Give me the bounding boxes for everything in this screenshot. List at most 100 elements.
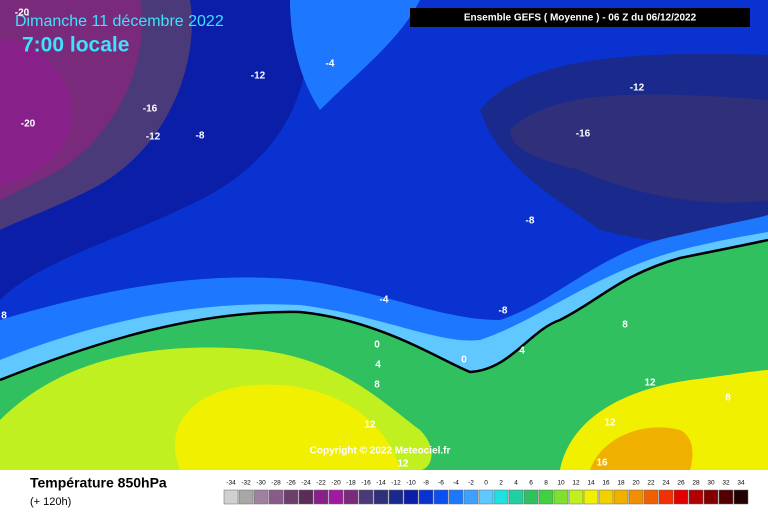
- legend-swatch: [493, 489, 509, 505]
- legend-tick-label: 12: [572, 480, 580, 487]
- legend-swatch: [418, 489, 434, 505]
- model-box: [410, 8, 750, 27]
- contour-label: 4: [519, 346, 525, 357]
- contour-label: 12: [364, 420, 376, 431]
- legend-swatch: [253, 489, 269, 505]
- legend-swatch: [628, 489, 644, 505]
- contour-label: -4: [380, 295, 389, 306]
- legend-tick-label: 32: [722, 480, 730, 487]
- legend-tick-label: -8: [423, 480, 429, 487]
- model-info: Ensemble GEFS ( Moyenne ) - 06 Z du 06/1…: [464, 13, 697, 24]
- legend-swatch: [673, 489, 689, 505]
- legend-tick-label: -18: [346, 480, 356, 487]
- legend-swatch: [598, 489, 614, 505]
- legend-swatch: [718, 489, 734, 505]
- warm-zone: [174, 384, 400, 470]
- legend-tick-label: -34: [226, 480, 236, 487]
- contour-label: -12: [251, 71, 266, 82]
- date: Dimanche 11 décembre 2022: [15, 13, 224, 30]
- legend-tick-label: 18: [617, 480, 625, 487]
- legend-tick-label: -30: [256, 480, 266, 487]
- contour-label: -4: [326, 59, 335, 70]
- map: Ensemble GEFS ( Moyenne ) - 06 Z du 06/1…: [0, 0, 768, 470]
- contour-label: 8: [622, 320, 628, 331]
- legend-swatch: [523, 489, 539, 505]
- legend-tick-label: 16: [602, 480, 610, 487]
- contour-label: 12: [604, 418, 616, 429]
- legend-swatch: [298, 489, 314, 505]
- legend-swatch: [658, 489, 674, 505]
- legend-tick-label: -6: [438, 480, 444, 487]
- legend-swatch: [433, 489, 449, 505]
- contour-label: -16: [143, 104, 158, 115]
- contour-label: 12: [644, 378, 656, 389]
- legend-swatch: [373, 489, 389, 505]
- contour-label: 8: [725, 393, 731, 404]
- contour-label: 8: [374, 380, 380, 391]
- legend-tick-label: -4: [453, 480, 459, 487]
- legend-swatch: [538, 489, 554, 505]
- contour-label: -8: [499, 306, 508, 317]
- legend-tick-label: -2: [468, 480, 474, 487]
- legend-swatch: [223, 489, 239, 505]
- legend-swatch: [583, 489, 599, 505]
- legend-tick-label: -26: [286, 480, 296, 487]
- legend-swatch: [343, 489, 359, 505]
- legend-tick-label: 24: [662, 480, 670, 487]
- contour-label: -12: [146, 132, 161, 143]
- legend-tick-label: -16: [361, 480, 371, 487]
- legend-swatch: [463, 489, 479, 505]
- contour-label: -12: [630, 83, 645, 94]
- contour-label: -8: [526, 216, 535, 227]
- warm-zone: [590, 427, 693, 470]
- legend-tick-label: 30: [707, 480, 715, 487]
- time: 7:00 locale: [22, 34, 129, 57]
- footer-lead: (+ 120h): [30, 496, 71, 508]
- contour-label: -20: [15, 8, 30, 19]
- legend-swatch: [238, 489, 254, 505]
- legend-tick-label: 8: [544, 480, 548, 487]
- legend-tick-label: 6: [529, 480, 533, 487]
- zero-isotherm: [0, 238, 768, 382]
- legend-tick-label: -20: [331, 480, 341, 487]
- legend-tick-label: -10: [406, 480, 416, 487]
- contour-label: -16: [576, 129, 591, 140]
- legend-tick-label: 4: [514, 480, 518, 487]
- legend-tick-label: 34: [737, 480, 745, 487]
- legend-swatch: [388, 489, 404, 505]
- legend-swatch: [283, 489, 299, 505]
- legend-tick-label: 26: [677, 480, 685, 487]
- legend-swatch: [688, 489, 704, 505]
- legend-swatch: [328, 489, 344, 505]
- legend-tick-label: -14: [376, 480, 386, 487]
- contour-label: -20: [21, 119, 36, 130]
- legend-swatch: [613, 489, 629, 505]
- footer-title: Température 850hPa: [30, 475, 167, 491]
- legend-tick-label: -32: [241, 480, 251, 487]
- legend-swatch: [358, 489, 374, 505]
- legend-tick-label: 22: [647, 480, 655, 487]
- legend-swatch: [508, 489, 524, 505]
- legend-swatch: [733, 489, 749, 505]
- legend-tick-label: 28: [692, 480, 700, 487]
- legend-tick-label: 2: [499, 480, 503, 487]
- contour-label: 4: [375, 360, 381, 371]
- legend-swatch: [448, 489, 464, 505]
- copyright: Copyright © 2022 Meteociel.fr: [310, 446, 451, 457]
- legend-tick-label: 10: [557, 480, 565, 487]
- contour-label: 16: [596, 458, 608, 469]
- legend-swatch: [268, 489, 284, 505]
- legend-swatch: [403, 489, 419, 505]
- legend-tick-label: -24: [301, 480, 311, 487]
- legend-swatch: [553, 489, 569, 505]
- contour-label: 12: [397, 459, 409, 470]
- legend-tick-label: -22: [316, 480, 326, 487]
- legend-tick-label: 14: [587, 480, 595, 487]
- legend-tick-label: 20: [632, 480, 640, 487]
- contour-label: -8: [196, 131, 205, 142]
- mild-zone: [290, 0, 420, 110]
- legend-swatch: [478, 489, 494, 505]
- legend-swatch: [568, 489, 584, 505]
- legend-tick-label: 0: [484, 480, 488, 487]
